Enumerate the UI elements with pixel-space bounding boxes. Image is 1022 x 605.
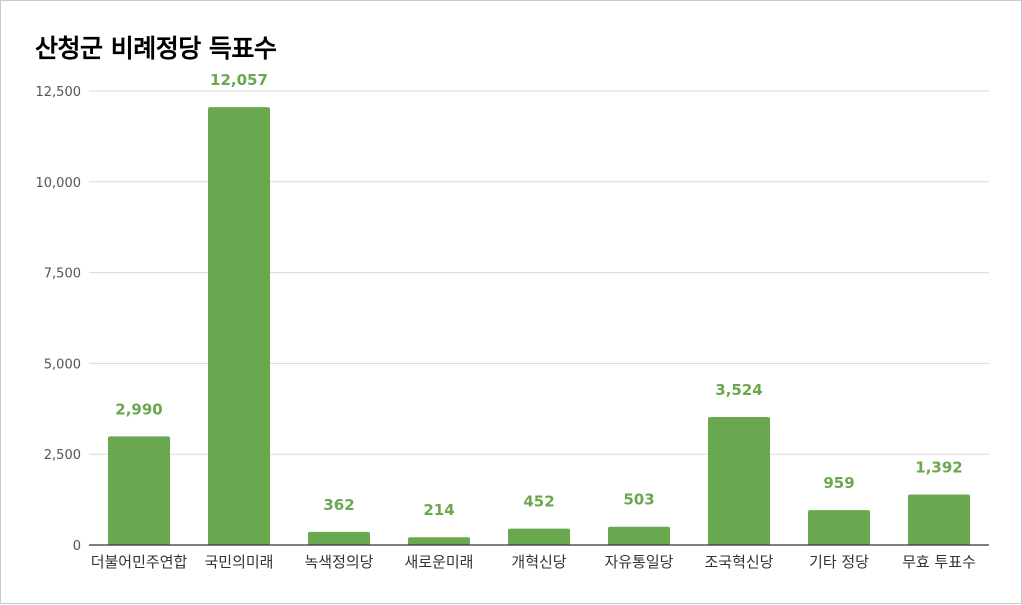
data-label: 503 xyxy=(623,491,654,509)
x-category-label: 새로운미래 xyxy=(404,553,473,571)
x-category-label: 기타 정당 xyxy=(809,553,869,571)
y-tick-label: 2,500 xyxy=(44,448,81,463)
data-label: 3,524 xyxy=(715,381,762,399)
x-category-label: 조국혁신당 xyxy=(704,553,773,571)
bar xyxy=(408,537,470,545)
bar xyxy=(808,510,870,545)
y-tick-label: 7,500 xyxy=(44,267,81,282)
x-category-label: 자유통일당 xyxy=(604,553,673,571)
x-category-label: 녹색정의당 xyxy=(304,553,373,571)
bars xyxy=(108,107,970,546)
bar xyxy=(608,526,670,545)
data-label: 1,392 xyxy=(915,458,962,476)
y-tick-label: 0 xyxy=(73,539,81,554)
chart-title: 산청군 비례정당 득표수 xyxy=(35,34,277,63)
x-axis-categories: 더불어민주연합 국민의미래 녹색정의당 새로운미래 개혁신당 자유통일당 조국혁신당 기타 정… xyxy=(91,553,976,571)
x-category-label: 개혁신당 xyxy=(511,553,566,571)
data-label: 12,057 xyxy=(210,71,268,89)
bar xyxy=(208,107,270,546)
x-category-label: 무효 투표수 xyxy=(902,553,976,571)
data-labels: 2,990 12,057 362 214 452 503 3,524 959 1,392 xyxy=(115,71,962,519)
y-tick-label: 12,500 xyxy=(36,85,82,100)
data-label: 362 xyxy=(323,496,354,514)
bar xyxy=(508,528,570,545)
data-label: 2,990 xyxy=(115,400,162,418)
x-category-label: 국민의미래 xyxy=(204,553,273,571)
x-category-label: 더불어민주연합 xyxy=(91,553,188,571)
bar xyxy=(308,531,370,545)
y-tick-label: 5,000 xyxy=(44,357,81,372)
data-label: 959 xyxy=(823,474,854,492)
y-tick-label: 10,000 xyxy=(36,176,82,191)
bar xyxy=(908,494,970,545)
bar xyxy=(108,436,170,545)
data-label: 452 xyxy=(523,493,554,511)
data-label: 214 xyxy=(423,501,454,519)
y-axis-ticks: 0 2,500 5,000 7,500 10,000 12,500 xyxy=(36,85,82,554)
bar xyxy=(708,417,770,545)
